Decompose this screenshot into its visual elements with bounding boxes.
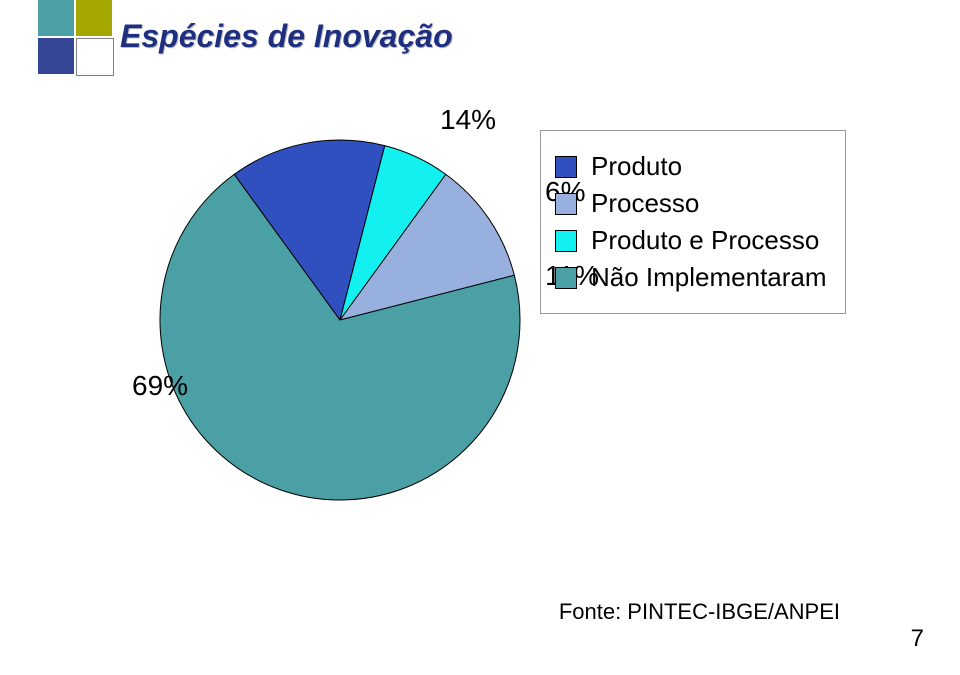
legend-row: Produto e Processo [555, 225, 827, 256]
page-title: Espécies de Inovação [120, 18, 453, 55]
logo-square-br [76, 38, 114, 76]
page-number: 7 [911, 625, 924, 653]
legend-row: Processo [555, 188, 827, 219]
pie-svg [140, 110, 540, 510]
legend-row: Não Implementaram [555, 262, 827, 293]
slice-label: 14% [440, 104, 496, 136]
legend-swatch [555, 267, 577, 289]
legend-row: Produto [555, 151, 827, 182]
legend-swatch [555, 156, 577, 178]
slice-label: 69% [132, 370, 188, 402]
logo-square-tr [76, 0, 112, 36]
logo-square-tl [38, 0, 74, 36]
legend-label: Não Implementaram [591, 262, 827, 293]
logo-square-bl [38, 38, 74, 74]
slide-logo [38, 0, 113, 75]
legend: Produto Processo Produto e Processo Não Imp… [540, 130, 846, 314]
legend-label: Produto e Processo [591, 225, 819, 256]
legend-swatch [555, 230, 577, 252]
source-text: Fonte: PINTEC-IBGE/ANPEI [559, 599, 840, 625]
legend-swatch [555, 193, 577, 215]
legend-label: Processo [591, 188, 699, 219]
legend-label: Produto [591, 151, 682, 182]
